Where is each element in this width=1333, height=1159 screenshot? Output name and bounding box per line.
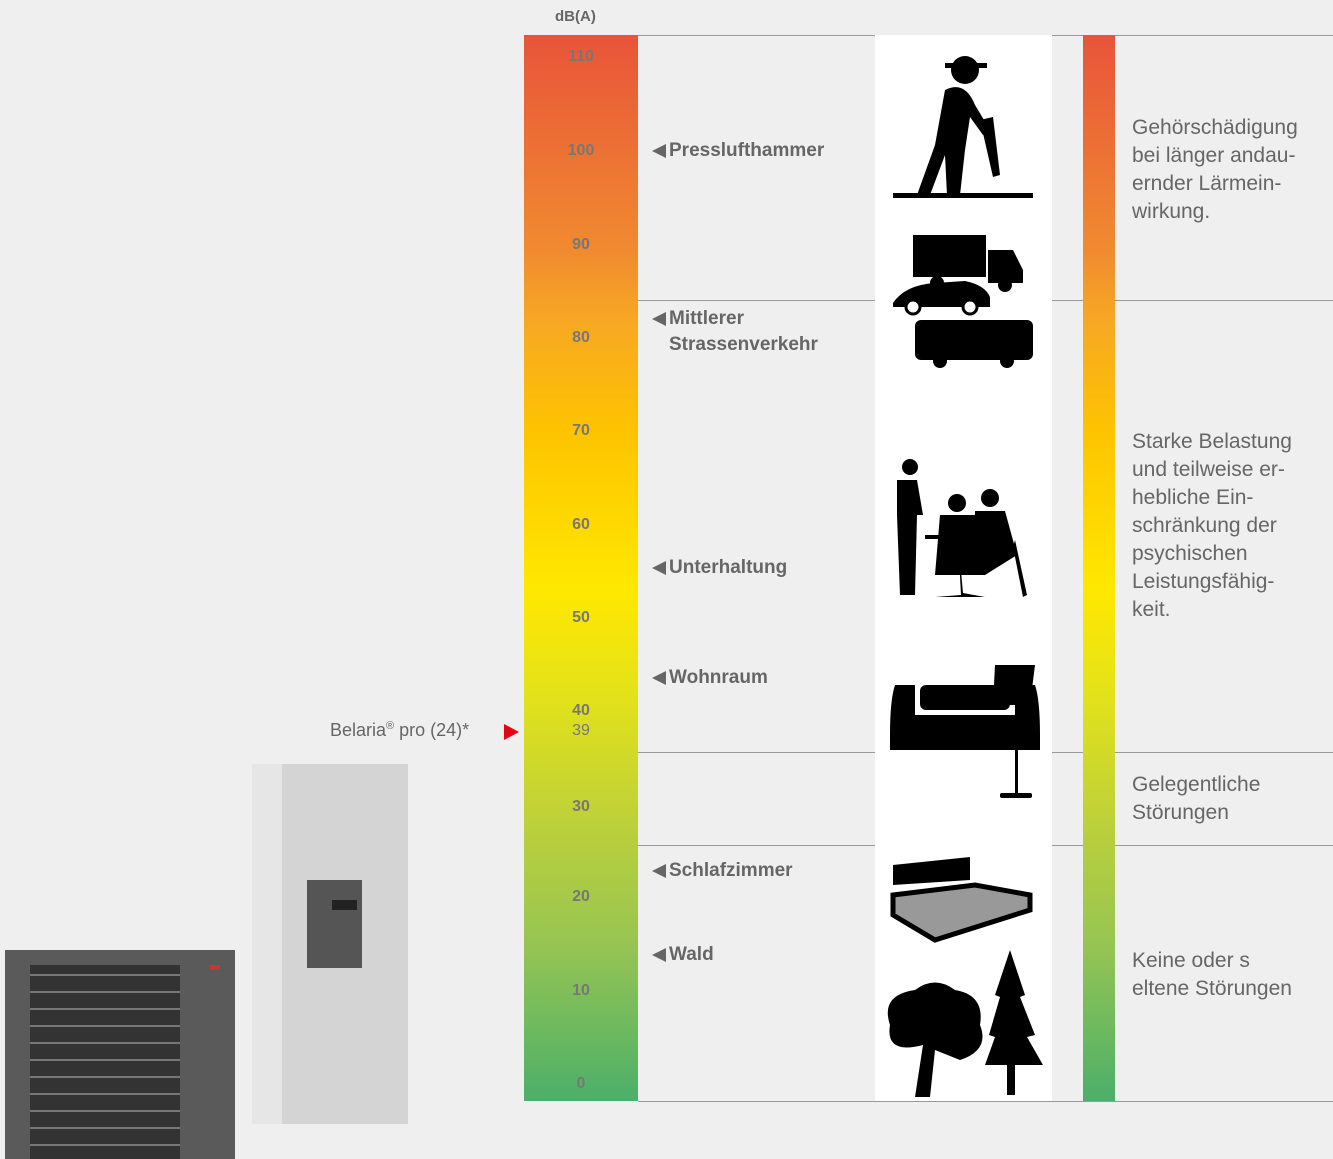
zone-line: eltene Störungen — [1132, 977, 1292, 1000]
control-panel — [307, 880, 362, 968]
scale-label: 70 — [572, 422, 590, 439]
source: Unterhaltung — [652, 555, 787, 581]
scale-label: 50 — [572, 609, 590, 626]
source-label: Wald — [669, 944, 714, 965]
zone-line: Keine oder s — [1132, 949, 1250, 972]
source-label: Mittlerer — [669, 308, 744, 329]
zone-line: bei länger andau- — [1132, 144, 1296, 167]
traffic-icon — [893, 235, 1033, 368]
scale-bar — [524, 35, 638, 1101]
zone-line: Gelegentliche — [1132, 773, 1261, 796]
zone-line: keit. — [1132, 598, 1171, 621]
product-arrow — [504, 724, 519, 740]
scale-label: 80 — [572, 329, 590, 346]
scale-label: 10 — [572, 982, 590, 999]
source-label: Strassenverkehr — [669, 334, 818, 355]
scale-label: 0 — [576, 1075, 586, 1092]
zone-line: Störungen — [1132, 801, 1229, 824]
scale-label: 20 — [572, 888, 590, 905]
people-icon — [897, 459, 1027, 597]
source-label: Unterhaltung — [669, 557, 788, 578]
divider — [638, 1101, 1333, 1102]
trees-icon — [887, 950, 1043, 1097]
scale-label: 40 — [572, 702, 590, 719]
source-label: Wohnraum — [669, 667, 768, 688]
unit: dB(A) — [555, 8, 596, 25]
product-name: Belaria — [330, 720, 387, 740]
zone-line: Gehörschädigung — [1132, 116, 1298, 139]
source: Mittlerer Strassenverkehr — [652, 306, 818, 358]
icons — [887, 56, 1043, 1097]
product-model: pro (24)* — [394, 720, 470, 740]
zone: Keine oder s eltene Störungen — [1132, 947, 1292, 1003]
zone-line: ernder Lärmein- — [1132, 172, 1282, 195]
source-label: Schlafzimmer — [669, 860, 793, 881]
zone-line: und teilweise er- — [1132, 458, 1285, 481]
zone-line: Leistungsfähig- — [1132, 570, 1275, 593]
zone-line: hebliche Ein- — [1132, 486, 1254, 509]
worker-icon — [893, 56, 1033, 198]
product-value: 39 — [572, 722, 590, 739]
zone-line: Starke Belastung — [1132, 430, 1292, 453]
zone: Gehörschädigung bei länger andau-ernder L… — [1132, 114, 1298, 226]
zone: Starke Belastung und teilweise er-heblich… — [1132, 428, 1292, 624]
scale-label: 100 — [567, 142, 595, 159]
bed-icon — [890, 857, 1033, 943]
zone: Gelegentliche Störungen — [1132, 771, 1260, 827]
zone-bar — [1083, 35, 1115, 1101]
scale-label: 30 — [572, 798, 590, 815]
source: Wohnraum — [652, 665, 768, 691]
scale-label: 90 — [572, 236, 590, 253]
product-images — [5, 764, 408, 1159]
source: Wald — [652, 942, 714, 968]
source-label: Presslufthammer — [669, 140, 825, 161]
source: Presslufthammer — [652, 138, 824, 164]
zone-line: psychischen — [1132, 542, 1248, 565]
product-label: Belaria® pro (24)* — [330, 720, 469, 741]
zone-line: wirkung. — [1132, 200, 1211, 223]
source: Schlafzimmer — [652, 858, 793, 884]
scale-label: 60 — [572, 516, 590, 533]
sofa-icon — [890, 665, 1040, 798]
zone-line: schränkung der — [1132, 514, 1277, 537]
scale-label: 110 — [568, 48, 594, 65]
product-mark: ® — [386, 720, 395, 732]
